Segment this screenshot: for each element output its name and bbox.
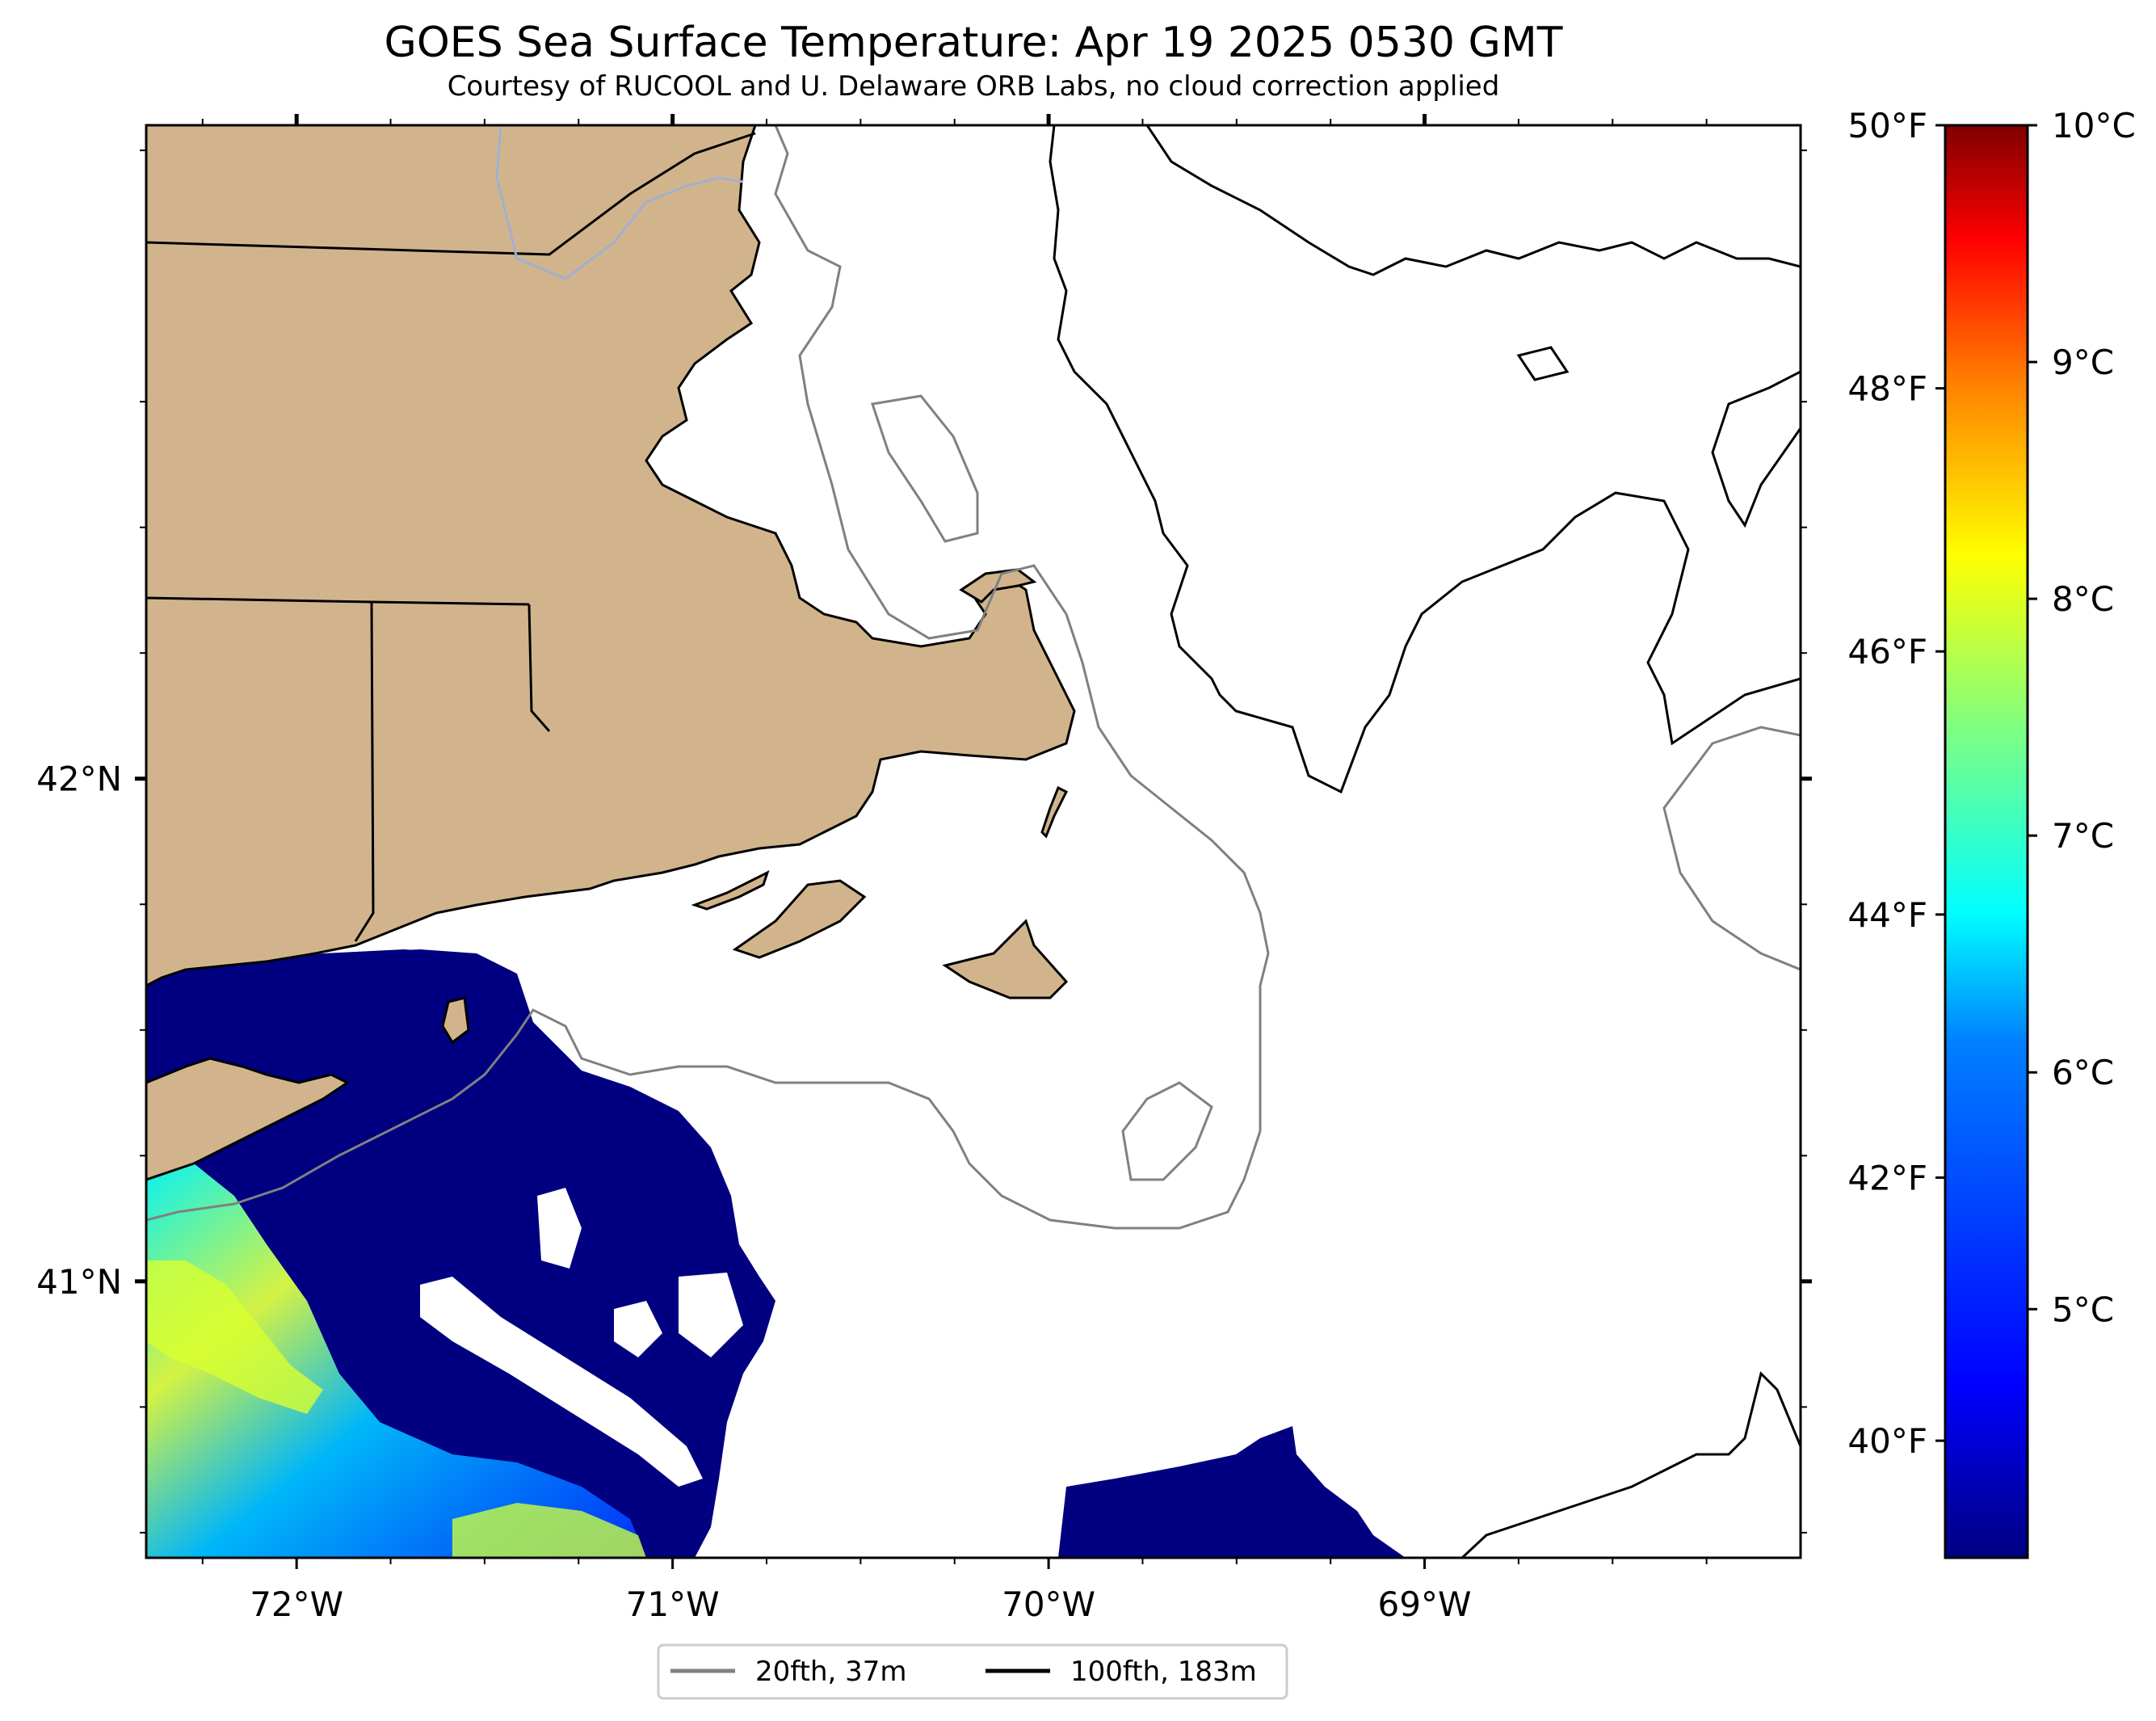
chart-subtitle: Courtesy of RUCOOL and U. Delaware ORB L… <box>448 70 1500 103</box>
colorbar-celsius-label: 8°C <box>2052 579 2114 619</box>
x-axis: 72°W 71°W 70°W 69°W <box>201 114 1708 1624</box>
colorbar-celsius-ticks: 10°C 9°C 8°C 7°C 6°C 5°C <box>2028 106 2136 1329</box>
no-data-gap-center <box>537 1188 582 1269</box>
merrimack-river <box>495 125 744 280</box>
land-new-england <box>146 125 1076 987</box>
x-tick-label: 72°W <box>250 1584 343 1624</box>
coast-nova-scotia <box>1145 125 1801 276</box>
sst-region-yellow-patch-south <box>452 1503 646 1558</box>
colorbar-celsius-label: 5°C <box>2052 1290 2114 1329</box>
colorbar-fahrenheit-label: 46°F <box>1847 632 1927 671</box>
x-tick-label: 69°W <box>1378 1584 1472 1624</box>
land-monomoy <box>1040 785 1069 839</box>
contour-20fth-main <box>146 125 1270 1230</box>
land-layer <box>146 125 1076 1181</box>
land-elizabeth-islands <box>691 870 770 911</box>
sst-region-warm-band <box>146 1155 646 1558</box>
colorbar-celsius-label: 6°C <box>2052 1053 2114 1092</box>
no-data-gap-east <box>614 1301 662 1357</box>
contour-20fth-brown-bank <box>1662 726 1801 971</box>
colorbar: 50°F 48°F 46°F 44°F 42°F 40°F 10°C 9°C 8°C 7°C 6°… <box>1847 106 2136 1559</box>
land-marthas-vineyard <box>732 879 867 959</box>
map-frame <box>145 124 1802 1559</box>
colorbar-fahrenheit-ticks: 50°F 48°F 46°F 44°F 42°F 40°F <box>1847 106 1945 1461</box>
border-ri-ma <box>527 604 551 732</box>
no-data-gap-east2 <box>679 1273 743 1357</box>
coast-bay-of-fundy <box>1711 370 1801 528</box>
no-data-gap-diagonal <box>420 1277 703 1487</box>
colorbar-fahrenheit-label: 44°F <box>1847 895 1927 935</box>
colorbar-fahrenheit-label: 48°F <box>1847 369 1927 409</box>
colorbar-fahrenheit-label: 50°F <box>1847 106 1927 145</box>
colorbar-celsius-label: 10°C <box>2052 106 2136 145</box>
legend-frame <box>657 1643 1288 1700</box>
contour-20fth-georges <box>1121 1081 1213 1181</box>
y-tick-label: 41°N <box>36 1262 122 1302</box>
contour-20fth <box>146 125 1801 1230</box>
border-ct-ri <box>354 601 375 942</box>
sst-region-yellow-patch <box>146 1260 323 1414</box>
coast-southeast-shelf <box>1460 1371 1801 1558</box>
colorbar-fahrenheit-label: 40°F <box>1847 1421 1927 1461</box>
x-tick-label: 71°W <box>626 1584 720 1624</box>
state-borders <box>146 132 756 942</box>
border-nh-ma <box>146 132 756 256</box>
sst-region-southeast <box>1058 1426 1406 1558</box>
chart-title: GOES Sea Surface Temperature: Apr 19 202… <box>385 19 1563 67</box>
map-area <box>146 125 1801 1558</box>
coast-island-east <box>1516 346 1570 381</box>
land-block-island <box>441 996 470 1045</box>
land-long-island <box>146 1057 350 1181</box>
coast-maine-outline <box>1049 125 1801 794</box>
y-tick-label: 42°N <box>36 760 122 799</box>
colorbar-celsius-label: 7°C <box>2052 816 2114 856</box>
legend-label-100fth: 100fth, 183m <box>1070 1656 1257 1688</box>
colorbar-fahrenheit-label: 42°F <box>1847 1158 1927 1197</box>
y-axis: 42°N 41°N <box>36 149 1812 1534</box>
colorbar-gradient <box>1944 124 2029 1559</box>
contour-20fth-stellwagen <box>871 394 979 543</box>
land-nantucket <box>942 919 1069 999</box>
colorbar-celsius-label: 9°C <box>2052 343 2114 382</box>
legend-label-20fth: 20fth, 37m <box>755 1656 907 1688</box>
legend: 20fth, 37m 100fth, 183m <box>657 1643 1288 1700</box>
coastline-east <box>1049 125 1801 1558</box>
x-tick-label: 70°W <box>1002 1584 1095 1624</box>
